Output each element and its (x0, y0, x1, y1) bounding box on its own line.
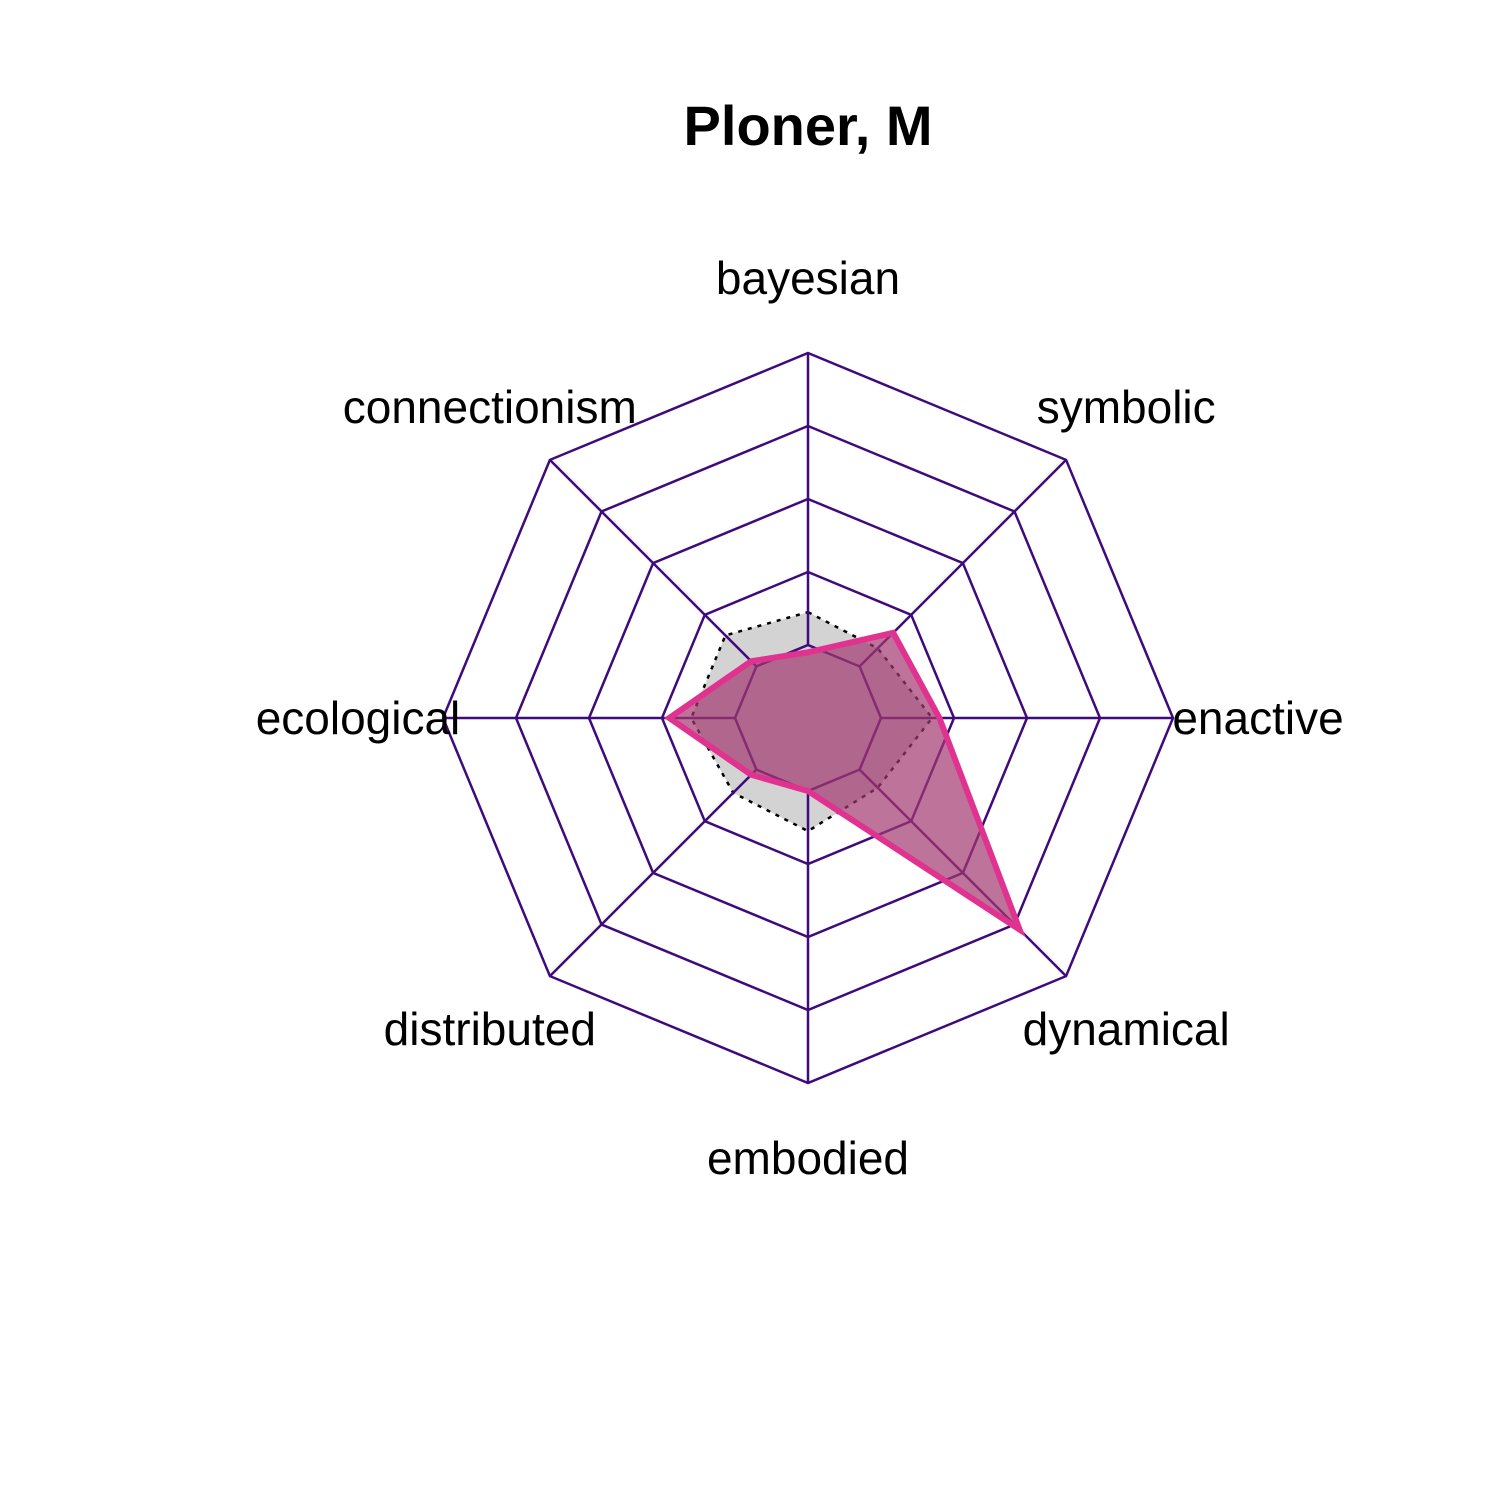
spoke-connectionism (549, 459, 758, 668)
chart-title: Ploner, M (684, 94, 933, 157)
series-layer (664, 629, 1026, 938)
axis-label-ecological: ecological (256, 692, 461, 744)
axis-label-connectionism: connectionism (343, 381, 637, 433)
axis-label-embodied: embodied (707, 1132, 909, 1184)
axis-label-symbolic: symbolic (1037, 381, 1216, 433)
axis-label-bayesian: bayesian (716, 252, 900, 304)
axis-label-dynamical: dynamical (1023, 1003, 1230, 1055)
spoke-distributed (549, 768, 758, 977)
axis-labels: bayesian symbolic enactive dynamical embodie… (256, 252, 1344, 1184)
axis-label-distributed: distributed (384, 1003, 596, 1055)
series-polygon (664, 629, 1026, 938)
axis-label-enactive: enactive (1172, 692, 1343, 744)
